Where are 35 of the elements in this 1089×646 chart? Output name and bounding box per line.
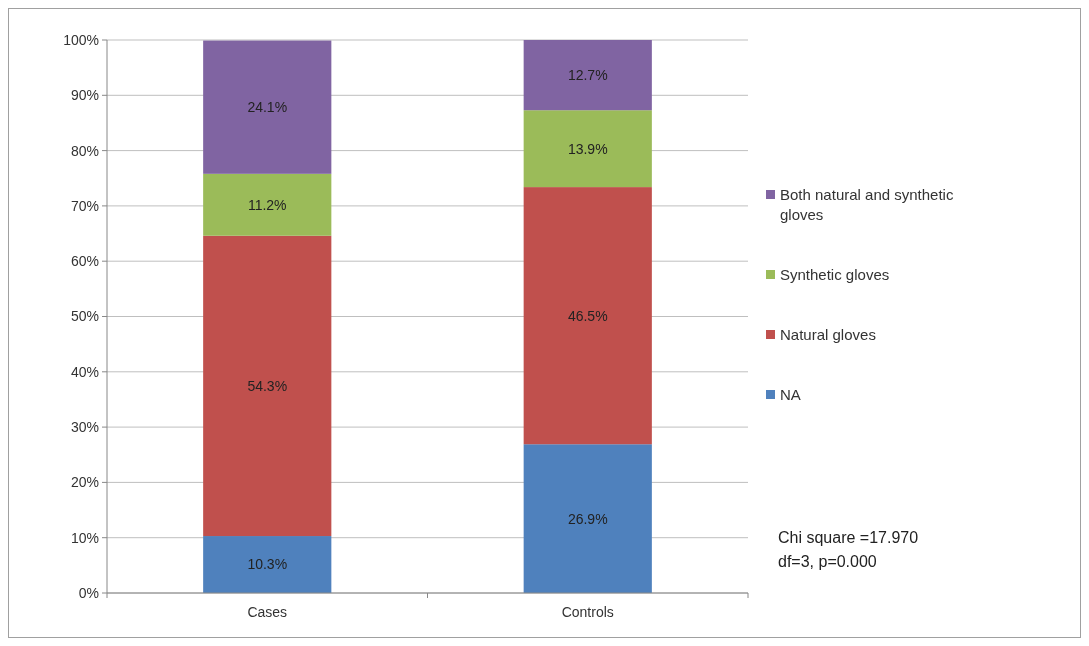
text: Chi square =17.970: [778, 529, 919, 546]
data-label: 26.9%: [567, 510, 608, 527]
y-tick-label: 30%: [70, 419, 99, 435]
data-label: 24.1%: [247, 99, 288, 116]
x-tick-label: Controls: [561, 604, 614, 620]
data-label: 46.5%: [567, 307, 608, 324]
data-label: 12.7%: [567, 67, 608, 84]
bar: [203, 173, 332, 236]
x-tick-label: Cases: [247, 604, 288, 620]
bar: [523, 444, 652, 593]
bar: [523, 40, 652, 111]
data-label: 54.3%: [247, 377, 288, 394]
bar: [203, 536, 332, 593]
y-tick-label: 10%: [70, 529, 99, 546]
data-label: 13.9%: [567, 140, 608, 157]
legend-label: NA: [780, 386, 801, 404]
y-tick-label: 40%: [70, 363, 99, 380]
text: df=3, p=0.000: [778, 553, 877, 570]
legend-label: Synthetic gloves: [780, 266, 890, 284]
y-tick-label: 0%: [78, 584, 99, 601]
legend-label: Natural gloves: [780, 326, 876, 344]
y-tick-label: 20%: [70, 474, 99, 491]
y-tick-label: 70%: [70, 197, 99, 214]
y-tick-label: 80%: [70, 142, 99, 159]
y-tick-label: 50%: [70, 308, 99, 325]
bar: [523, 110, 652, 188]
bar: [203, 235, 332, 537]
legend-label: Both natural and synthetic gloves: [780, 186, 954, 223]
data-label: 11.2%: [247, 196, 287, 213]
bar: [523, 187, 652, 445]
y-tick-label: 60%: [70, 253, 99, 270]
bar: [203, 40, 332, 174]
y-tick-label: 90%: [70, 87, 99, 104]
y-tick-label: 100%: [63, 31, 99, 48]
data-label: 10.3%: [247, 556, 288, 573]
